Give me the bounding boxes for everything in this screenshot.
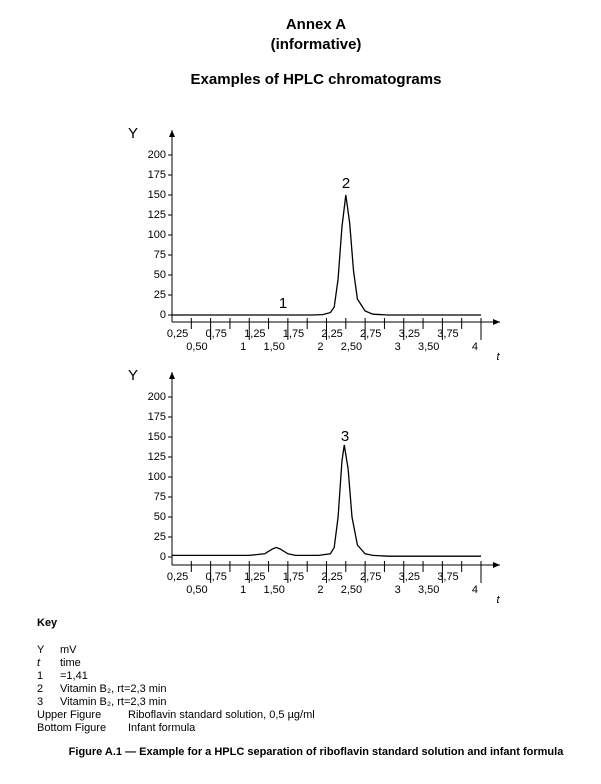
x-tick-label: 1,50 [263, 341, 284, 353]
key-figure-meaning: Riboflavin standard solution, 0,5 µg/ml [128, 709, 315, 721]
x-tick-label: 2,75 [360, 571, 381, 583]
y-tick-label: 150 [148, 189, 166, 201]
x-tick-label: 4 [472, 341, 478, 353]
x-arrow [493, 562, 500, 568]
x-tick-label: 1,25 [244, 571, 265, 583]
key-symbol: Y [37, 644, 45, 656]
x-tick-label: 1,75 [283, 328, 304, 340]
y-tick-label: 100 [148, 229, 166, 241]
x-tick-label: 2,50 [341, 584, 362, 596]
x-tick-label: 0,25 [167, 571, 188, 583]
x-tick-label: 1,75 [283, 571, 304, 583]
key-figure: Bottom Figure [37, 722, 107, 734]
x-tick-label: 0,50 [186, 341, 207, 353]
x-tick-label: 4 [472, 584, 478, 596]
y-axis-label: Y [128, 125, 138, 142]
x-tick-label: 2,50 [341, 341, 362, 353]
key-meaning: mV [60, 644, 77, 656]
x-tick-label: 0,75 [206, 328, 227, 340]
x-tick-label: 3,25 [399, 328, 420, 340]
y-tick-label: 200 [148, 149, 166, 161]
x-tick-label: 2,25 [321, 571, 342, 583]
y-tick-label: 175 [148, 411, 166, 423]
key-meaning: =1,41 [60, 670, 88, 682]
x-tick-label: 3,50 [418, 584, 439, 596]
y-tick-label: 50 [154, 269, 166, 281]
chromatogram [172, 194, 481, 316]
key-meaning: time [60, 657, 81, 669]
peak-label: 1 [279, 295, 287, 312]
x-tick-label: 2,75 [360, 328, 381, 340]
y-axis-label: Y [128, 367, 138, 384]
y-tick-label: 50 [154, 511, 166, 523]
x-arrow [493, 319, 500, 325]
y-tick-label: 25 [154, 531, 166, 543]
y-arrow [169, 372, 175, 379]
y-tick-label: 150 [148, 431, 166, 443]
y-tick-label: 200 [148, 391, 166, 403]
y-tick-label: 0 [160, 309, 166, 321]
y-tick-label: 0 [160, 551, 166, 563]
y-tick-label: 125 [148, 451, 166, 463]
chromatogram [172, 444, 481, 557]
x-tick-label: 3,75 [437, 328, 458, 340]
x-tick-label: 0,25 [167, 328, 188, 340]
y-tick-label: 75 [154, 491, 166, 503]
page-title: Examples of HPLC chromatograms [190, 71, 442, 88]
y-tick-label: 75 [154, 249, 166, 261]
x-tick-label: 3,75 [437, 571, 458, 583]
annex-note: (informative) [270, 36, 362, 53]
key-figure-meaning: Infant formula [128, 722, 196, 734]
key-title: Key [37, 617, 58, 629]
key-meaning: Vitamin B₂, rt=2,3 min [60, 683, 167, 695]
x-tick-label: 1 [240, 341, 246, 353]
x-tick-label: 3,50 [418, 341, 439, 353]
x-tick-label: 2,25 [321, 328, 342, 340]
peak-label: 3 [341, 428, 349, 445]
peak-label: 2 [342, 175, 350, 192]
key-symbol: 1 [37, 670, 44, 682]
y-tick-label: 25 [154, 289, 166, 301]
x-tick-label: 3,25 [399, 571, 420, 583]
annex-title: Annex A [285, 16, 347, 33]
x-tick-label: 1 [240, 584, 246, 596]
key-symbol: 3 [37, 696, 44, 708]
caption: Figure A.1 — Example for a HPLC separati… [68, 746, 564, 758]
x-tick-label: 3 [395, 341, 401, 353]
y-tick-label: 100 [148, 471, 166, 483]
x-tick-label: 0,50 [186, 584, 207, 596]
x-tick-label: 3 [395, 584, 401, 596]
key-figure: Upper Figure [37, 709, 102, 721]
y-arrow [169, 130, 175, 137]
x-axis-label: t [496, 594, 500, 606]
x-tick-label: 2 [317, 341, 323, 353]
y-tick-label: 125 [148, 209, 166, 221]
x-axis-label: t [496, 351, 500, 363]
x-tick-label: 1,50 [263, 584, 284, 596]
key-meaning: Vitamin B₂, rt=2,3 min [60, 696, 167, 708]
x-tick-label: 0,75 [206, 571, 227, 583]
x-tick-label: 2 [317, 584, 323, 596]
y-tick-label: 175 [148, 169, 166, 181]
x-tick-label: 1,25 [244, 328, 265, 340]
key-symbol: 2 [37, 683, 44, 695]
key-symbol: t [37, 657, 41, 669]
